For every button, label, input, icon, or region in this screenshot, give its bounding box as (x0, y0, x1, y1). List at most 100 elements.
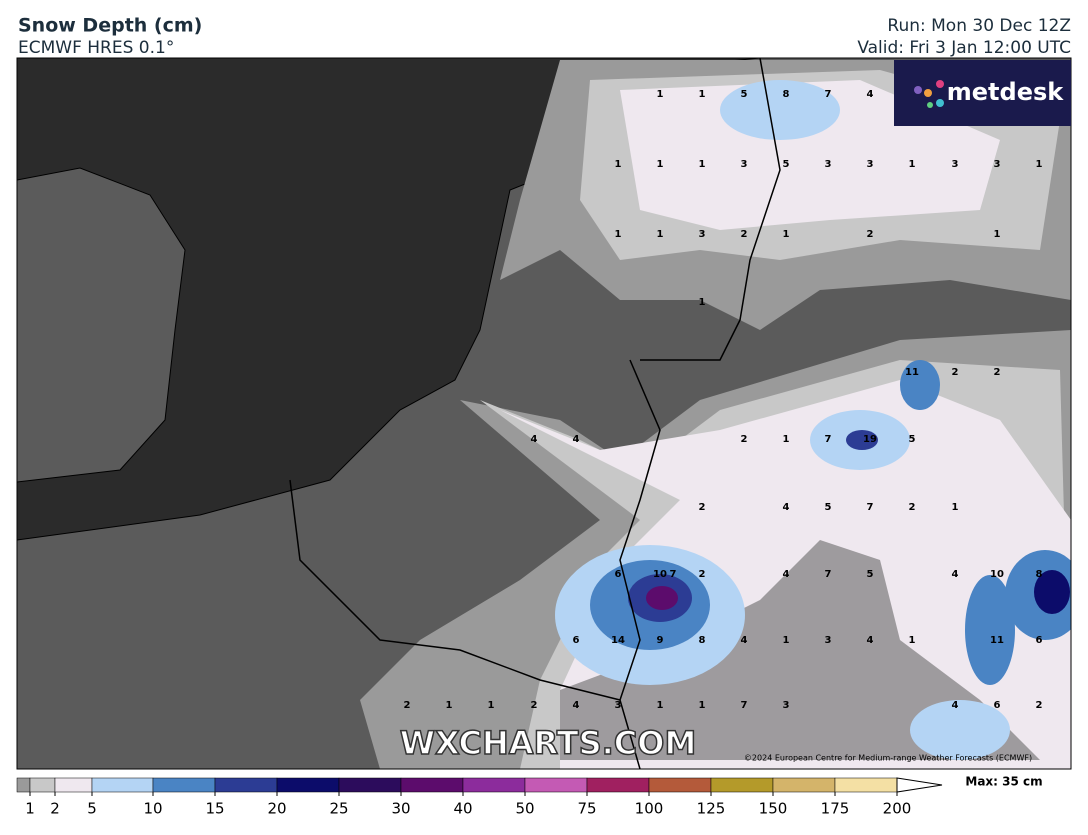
depth-label: 6 (573, 635, 580, 646)
colorbar-label: 150 (759, 800, 788, 818)
depth-label: 3 (952, 159, 959, 170)
depth-label: 2 (404, 700, 411, 711)
depth-label: 10 (653, 569, 667, 580)
colorbar-segment (710, 777, 774, 793)
depth-label: 1 (699, 89, 706, 100)
depth-label: 7 (741, 700, 748, 711)
snow-30 (646, 586, 678, 610)
colorbar-label: 1 (25, 800, 35, 818)
depth-label: 3 (867, 159, 874, 170)
colorbar-label: 20 (267, 800, 286, 818)
depth-label: 14 (611, 635, 625, 646)
colorbar-segment (338, 777, 402, 793)
depth-label: 1 (783, 229, 790, 240)
depth-label: 1 (657, 159, 664, 170)
colorbar: 1 2 5 10 15 20 25 30 40 50 75 100 125 150 175 200 (16, 777, 943, 818)
colorbar-label: 175 (821, 800, 850, 818)
colorbar-segment (214, 777, 278, 793)
depth-label: 1 (699, 700, 706, 711)
depth-label: 2 (994, 367, 1001, 378)
colorbar-segment (152, 777, 216, 793)
depth-label: 3 (783, 700, 790, 711)
depth-label: 3 (825, 635, 832, 646)
depth-label: 8 (1036, 569, 1043, 580)
colorbar-label: 100 (635, 800, 664, 818)
logo-icon (914, 80, 944, 108)
depth-label: 1 (615, 229, 622, 240)
depth-label: 4 (783, 502, 790, 513)
depth-label: 7 (825, 89, 832, 100)
depth-label: 3 (825, 159, 832, 170)
depth-label: 2 (867, 229, 874, 240)
depth-label: 4 (952, 700, 959, 711)
colorbar-label: 50 (515, 800, 534, 818)
depth-label: 4 (573, 700, 580, 711)
colorbar-segment (29, 777, 56, 793)
depth-label: 4 (531, 434, 538, 445)
snow-25 (1034, 570, 1070, 614)
watermark: WXCHARTS.COM (400, 724, 697, 762)
colorbar-label: 2 (50, 800, 60, 818)
colorbar-label: 5 (87, 800, 97, 818)
depth-label: 1 (1036, 159, 1043, 170)
subtitle: ECMWF HRES 0.1° (18, 38, 174, 58)
snow-15 (965, 575, 1015, 685)
colorbar-segment (276, 777, 340, 793)
colorbar-segment (648, 777, 712, 793)
depth-label: 6 (615, 569, 622, 580)
colorbar-segment (462, 777, 526, 793)
depth-label: 2 (741, 229, 748, 240)
depth-label: 6 (1036, 635, 1043, 646)
depth-label: 3 (615, 700, 622, 711)
colorbar-segment (400, 777, 464, 793)
depth-label: 3 (741, 159, 748, 170)
depth-label: 3 (699, 229, 706, 240)
snow-10 (910, 700, 1010, 760)
depth-label: 4 (783, 569, 790, 580)
depth-label: 8 (699, 635, 706, 646)
colorbar-segment (54, 777, 93, 793)
colorbar-label: 40 (453, 800, 472, 818)
depth-label: 4 (573, 434, 580, 445)
depth-label: 9 (657, 635, 664, 646)
depth-label: 1 (699, 159, 706, 170)
snow-20 (846, 430, 878, 450)
colorbar-label: 200 (883, 800, 912, 818)
depth-label: 8 (783, 89, 790, 100)
depth-label: 4 (952, 569, 959, 580)
title: Snow Depth (cm) (18, 15, 202, 37)
logo-box (894, 60, 1071, 126)
depth-label: 1 (657, 89, 664, 100)
run-time: Run: Mon 30 Dec 12Z (887, 16, 1071, 36)
depth-label: 1 (657, 229, 664, 240)
border (640, 58, 781, 361)
depth-label: 4 (867, 89, 874, 100)
depth-label: 5 (741, 89, 748, 100)
depth-label: 7 (825, 434, 832, 445)
depth-label: 19 (863, 434, 877, 445)
colorbar-label: 125 (697, 800, 726, 818)
colorbar-segment (524, 777, 588, 793)
border (289, 479, 621, 701)
depth-label: 7 (867, 502, 874, 513)
depth-label: 2 (952, 367, 959, 378)
depth-label: 5 (825, 502, 832, 513)
depth-label: 7 (670, 569, 677, 580)
depth-label: 5 (909, 434, 916, 445)
depth-label: 2 (699, 502, 706, 513)
depth-label: 1 (952, 502, 959, 513)
colorbar-label: 30 (391, 800, 410, 818)
depth-label: 3 (994, 159, 1001, 170)
depth-label: 4 (867, 635, 874, 646)
depth-label: 10 (990, 569, 1004, 580)
colorbar-segment (586, 777, 650, 793)
depth-label: 2 (1036, 700, 1043, 711)
depth-label: 1 (488, 700, 495, 711)
depth-label: 2 (699, 569, 706, 580)
depth-label: 1 (699, 297, 706, 308)
depth-label: 4 (741, 635, 748, 646)
map-frame (16, 57, 1072, 770)
depth-label: 1 (909, 159, 916, 170)
